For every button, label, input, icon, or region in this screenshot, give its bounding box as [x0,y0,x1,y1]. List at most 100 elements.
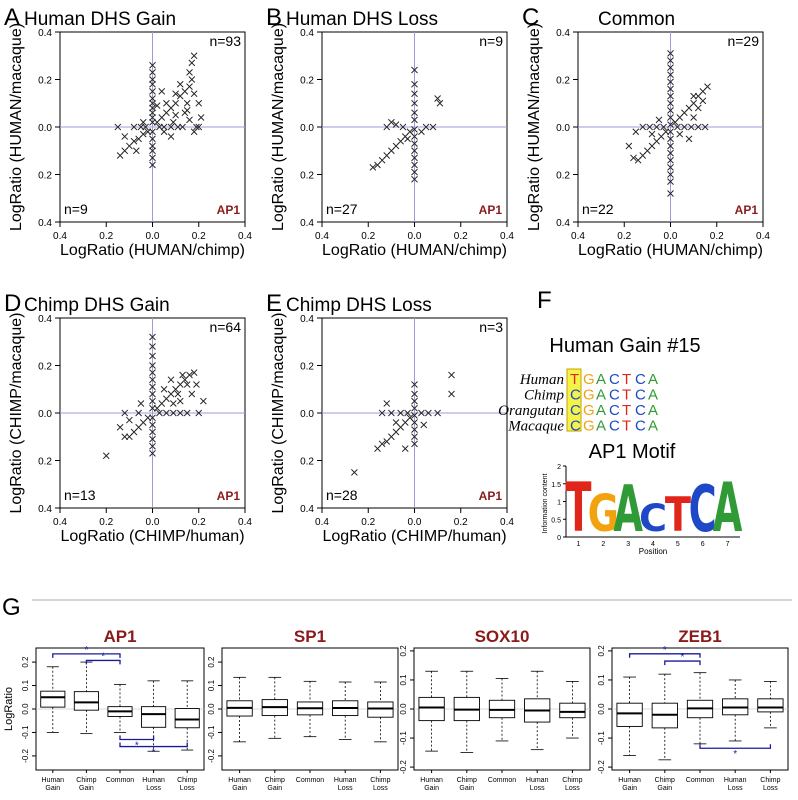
category-label: Chimp [370,777,390,784]
base-letter: C [570,402,581,419]
n-bottom-label: n=28 [326,487,358,503]
x-tick-label: 0.4 [238,517,252,528]
base-letter: G [583,418,595,435]
scatter-panel-d: 0.40.40.20.20.00.00.20.20.40.4D Chimp DHS… [4,290,252,545]
base-letter: A [648,402,658,419]
base-letter: C [635,418,646,435]
data-point [667,135,674,143]
base-letter: G [583,387,595,404]
y-tick-label: 0.0 [38,409,52,420]
data-point [149,343,156,350]
y-tick-label: 0.2 [38,76,52,87]
data-point [667,121,674,128]
box-panel-ap1: AP1-0.2-0.10.00.10.2LogRatioHumanGainChi… [3,627,205,792]
data-point [116,423,124,431]
n-bottom-label: n=22 [582,201,614,217]
significance-star: * [101,651,105,662]
data-point [704,83,711,90]
x-axis-label: LogRatio (HUMAN/chimp) [322,242,507,259]
data-point [383,438,391,445]
data-point [139,118,147,126]
data-point [667,171,674,178]
data-point [149,161,156,169]
data-point [149,104,156,112]
panel-letter-g: G [2,594,21,621]
data-point [149,362,156,369]
box [757,698,784,713]
x-tick-label: 0.0 [146,517,160,528]
logo-letter: T [565,469,591,548]
x-axis-label: LogRatio (CHIMP/human) [60,528,244,545]
data-point [149,99,156,107]
data-point [630,154,637,162]
data-point [374,445,381,452]
y-axis-label: LogRatio (CHIMP/macaque) [8,313,25,514]
logo-x-tick-label: 6 [701,541,705,548]
data-point [411,404,418,412]
base-letter: C [609,402,620,419]
data-point [411,381,418,388]
y-tick-label: 0.0 [556,123,570,134]
base-letter: C [570,418,581,435]
x-tick-label: 0.4 [53,231,67,242]
y-tick-label: 0.0 [399,703,408,715]
category-label: Loss [146,785,161,792]
y-tick-label: 0.2 [300,76,314,87]
data-point [425,409,432,417]
species-label: Chimp [524,388,565,404]
panel-letter: E [266,290,282,317]
y-tick-label: 0.4 [556,218,570,229]
y-tick-label: -0.1 [597,731,606,745]
box [40,690,66,708]
y-tick-label: 0.2 [207,656,216,668]
category-label: Gain [79,785,94,792]
significance-bracket [628,653,701,658]
category-label: Human [526,777,549,784]
y-tick-label: 0.4 [300,28,314,39]
data-point [172,99,179,107]
motif-title: AP1 Motif [589,441,676,463]
category-label: Chimp [177,777,197,784]
data-point [174,390,182,398]
base-letter: C [609,418,620,435]
data-point [653,123,660,131]
data-point [694,104,702,112]
data-point [193,123,200,131]
data-point [188,59,196,67]
data-point [172,90,179,98]
category-label: Loss [373,785,388,792]
y-tick-label: 0.2 [399,645,408,657]
data-point [401,445,409,452]
data-point [674,123,681,131]
y-tick-label: 0.4 [300,218,314,229]
data-point [676,130,684,138]
category-label: Gain [657,785,672,792]
data-point [149,369,156,376]
data-point [701,123,709,131]
y-tick-label: 0.4 [38,504,52,515]
data-point [169,409,177,417]
panel-letter: C [522,4,539,31]
base-letter: G [583,402,595,419]
y-tick-label: -0.1 [207,725,216,739]
x-tick-label: 0.2 [192,517,206,528]
data-point [667,78,674,86]
data-point [383,400,391,407]
n-top-label: n=3 [479,319,503,335]
base-letter: A [596,402,606,419]
x-tick-label: 0.0 [146,231,160,242]
data-point [397,409,404,417]
logo-x-tick-label: 3 [626,541,630,548]
data-point [193,381,200,388]
data-point [149,69,156,76]
y-tick-label: -0.1 [21,725,30,739]
data-point [660,123,667,131]
x-tick-label: 0.4 [53,517,67,528]
data-point [167,123,175,131]
data-point [411,440,418,448]
category-label: Common [488,777,517,784]
x-tick-label: 0.4 [500,231,514,242]
base-letter: C [609,387,620,404]
data-point [116,152,124,159]
